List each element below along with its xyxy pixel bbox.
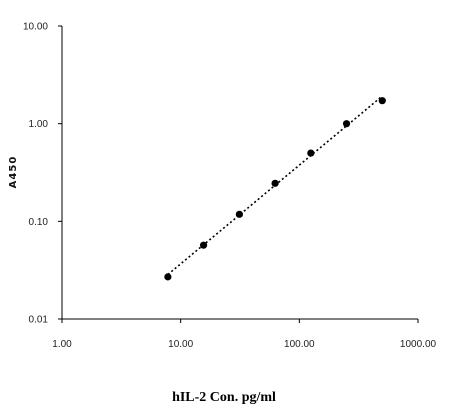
data-point — [164, 273, 172, 281]
y-tick-label: 1.00 — [29, 119, 49, 130]
y-tick-label: 10.00 — [23, 22, 48, 33]
data-point — [307, 149, 315, 157]
data-point — [378, 97, 386, 105]
tick-labels-group: 0.01 0.10 1.00 10.00 1.00 10.00 100.00 1000.00 — [23, 22, 437, 351]
x-tick-label: 1.00 — [52, 339, 72, 350]
data-point — [199, 241, 208, 249]
x-axis-title: hIL-2 Con. pg/ml — [172, 390, 276, 405]
x-tick-label: 100.00 — [284, 339, 315, 350]
data-point — [235, 210, 243, 218]
data-point — [271, 179, 279, 187]
x-tick-label: 10.00 — [168, 339, 193, 350]
y-tick-label: 0.01 — [29, 315, 49, 326]
y-axis-title: A450 — [8, 156, 19, 189]
y-tick-label: 0.10 — [29, 217, 49, 228]
data-points-group — [164, 97, 386, 281]
data-point — [342, 120, 351, 128]
x-tick-label: 1000.00 — [400, 339, 437, 350]
axes-group — [58, 25, 419, 323]
